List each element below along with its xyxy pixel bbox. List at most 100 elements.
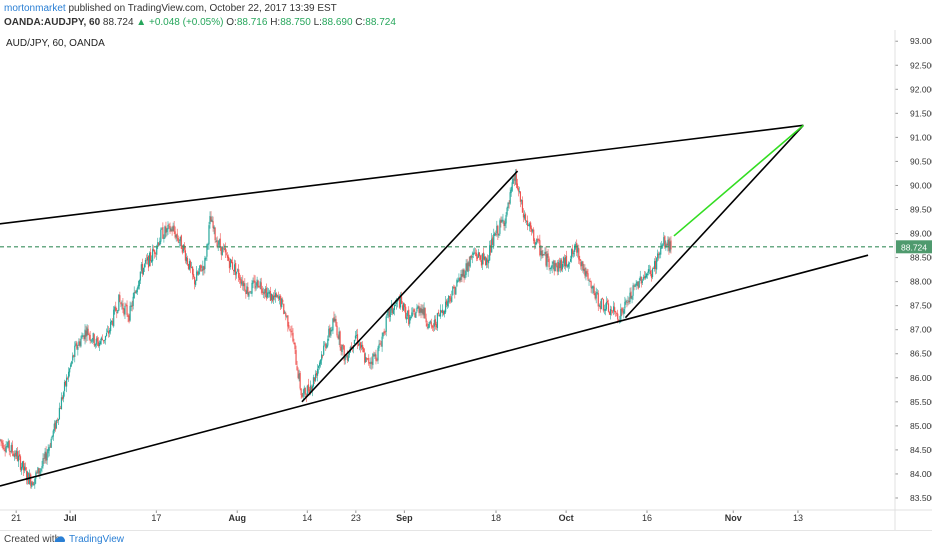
candle bbox=[557, 259, 559, 276]
open-label: O: bbox=[226, 17, 237, 28]
candle bbox=[42, 453, 44, 469]
trendline-upper-channel[interactable] bbox=[0, 124, 804, 231]
candle bbox=[59, 405, 62, 409]
trendline-lower-channel[interactable] bbox=[0, 254, 869, 487]
candle bbox=[512, 175, 514, 185]
candle bbox=[538, 238, 540, 244]
candle bbox=[586, 268, 588, 277]
candle bbox=[453, 284, 455, 289]
candle bbox=[595, 287, 597, 304]
candle bbox=[410, 315, 412, 321]
trendlines[interactable] bbox=[0, 124, 869, 487]
price-axis[interactable]: 93.000 92.500 92.000 91.500 91.000 90.500 90.0… bbox=[895, 36, 932, 503]
candle bbox=[510, 186, 512, 197]
candle bbox=[118, 294, 120, 311]
candle bbox=[254, 275, 256, 292]
tradingview-brand-text: TradingView bbox=[69, 534, 125, 545]
candle bbox=[163, 234, 165, 243]
candle bbox=[208, 221, 210, 250]
candle bbox=[556, 260, 558, 276]
chart-header: mortonmarket published on TradingView.co… bbox=[0, 0, 932, 30]
candle bbox=[469, 255, 471, 268]
candle bbox=[191, 266, 194, 280]
candle bbox=[582, 261, 584, 273]
candle bbox=[101, 334, 104, 341]
candle bbox=[597, 290, 599, 311]
candle bbox=[11, 440, 13, 457]
candle bbox=[162, 222, 164, 240]
candle bbox=[489, 240, 491, 261]
candle bbox=[58, 402, 61, 420]
time-axis[interactable]: 21 Jul 17 Aug 14 23 Sep 18 Oct 16 Nov 13 bbox=[11, 510, 803, 523]
candle bbox=[522, 208, 525, 223]
candle bbox=[120, 301, 122, 308]
candle bbox=[547, 249, 549, 263]
candle bbox=[430, 318, 432, 329]
candle bbox=[451, 290, 453, 303]
author-link[interactable]: mortonmarket bbox=[4, 3, 66, 14]
tradingview-logo[interactable]: TradingView bbox=[53, 531, 124, 550]
candle bbox=[212, 216, 214, 232]
candle bbox=[428, 321, 430, 329]
candle bbox=[593, 283, 595, 296]
candle bbox=[10, 442, 12, 454]
candle bbox=[447, 298, 449, 309]
candle bbox=[408, 306, 410, 326]
high-value: 88.750 bbox=[280, 17, 311, 28]
candle bbox=[43, 453, 45, 465]
candle bbox=[78, 338, 80, 347]
trendline-rally-1[interactable] bbox=[301, 170, 519, 403]
trendline-rally-2[interactable] bbox=[624, 124, 804, 319]
candle bbox=[603, 304, 605, 315]
candle bbox=[1, 439, 3, 448]
candle bbox=[313, 376, 316, 385]
candle bbox=[256, 276, 258, 289]
price-tick-label: 87.500 bbox=[910, 301, 932, 311]
projection-line[interactable] bbox=[673, 124, 804, 237]
candle bbox=[86, 324, 88, 342]
price-chart[interactable]: AUD/JPY, 60, OANDA 93.000 92.500 92.000 91.… bbox=[0, 30, 932, 530]
candle bbox=[68, 367, 70, 382]
candle bbox=[196, 265, 198, 281]
candle bbox=[236, 271, 238, 279]
candle bbox=[592, 285, 594, 294]
candle bbox=[563, 254, 566, 270]
candle bbox=[197, 270, 199, 276]
candle bbox=[165, 221, 167, 238]
close-label: C: bbox=[355, 17, 366, 28]
candle bbox=[159, 237, 161, 246]
candle bbox=[461, 269, 463, 283]
candle bbox=[20, 462, 23, 475]
candle bbox=[128, 313, 130, 324]
candle bbox=[415, 311, 417, 318]
chart-area[interactable]: AUD/JPY, 60, OANDA 93.000 92.500 92.000 91.… bbox=[0, 30, 932, 530]
candle bbox=[642, 274, 644, 281]
candle bbox=[651, 267, 654, 280]
candle bbox=[96, 335, 98, 346]
candle bbox=[190, 261, 193, 269]
candle bbox=[0, 439, 2, 447]
candle bbox=[102, 340, 105, 344]
candle bbox=[426, 320, 428, 330]
candle bbox=[293, 338, 295, 345]
candle bbox=[419, 306, 421, 316]
candle bbox=[647, 265, 650, 276]
candle bbox=[36, 470, 38, 475]
candle bbox=[288, 321, 290, 330]
candle bbox=[401, 301, 404, 312]
candle bbox=[614, 302, 616, 315]
candle bbox=[141, 258, 143, 277]
time-tick-label: 16 bbox=[642, 513, 652, 523]
candle bbox=[554, 260, 556, 272]
candle bbox=[439, 304, 442, 319]
candle bbox=[555, 262, 557, 268]
candle bbox=[211, 215, 213, 223]
candle bbox=[26, 466, 28, 485]
candle bbox=[239, 272, 241, 284]
candle bbox=[327, 335, 329, 348]
publish-text: published on TradingView.com, October 22… bbox=[68, 3, 337, 14]
candle bbox=[154, 249, 156, 259]
candle bbox=[33, 482, 35, 486]
candle bbox=[526, 215, 529, 231]
candle bbox=[227, 254, 230, 262]
